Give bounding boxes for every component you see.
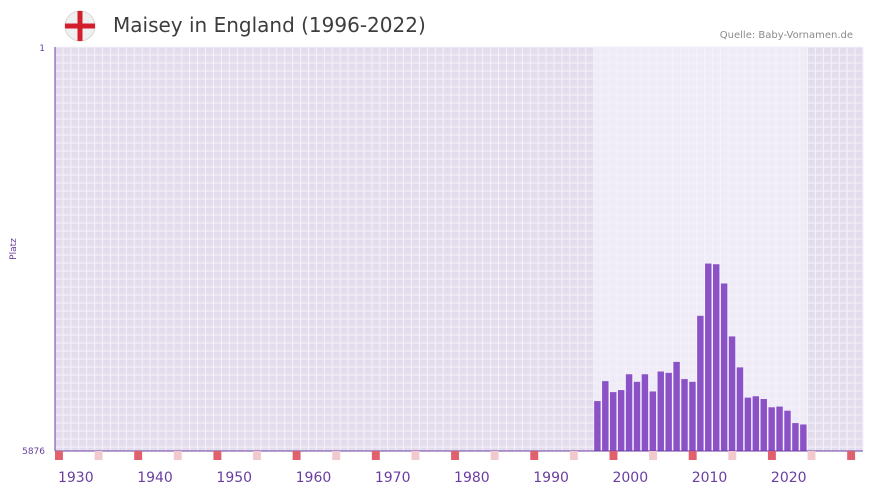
bar-2022 [800, 424, 807, 451]
grid-lines [54, 46, 864, 451]
x-tick-label: 1930 [58, 470, 94, 486]
bar-2009 [697, 315, 704, 451]
bar-1996 [594, 401, 601, 451]
decade-markers [55, 451, 856, 460]
chart-title: Maisey in England (1996-2022) [113, 13, 426, 37]
x-tick-label: 1990 [533, 470, 569, 486]
x-tick-label: 2000 [612, 470, 648, 486]
marker-1963 [332, 451, 341, 460]
source-credit: Quelle: Baby-Vornamen.de [719, 30, 853, 41]
marker-1928 [55, 451, 63, 460]
bar-2007 [681, 379, 688, 451]
x-tick-label: 1960 [296, 470, 332, 486]
bar-series [594, 263, 807, 451]
bar-2013 [728, 336, 736, 451]
marker-1953 [253, 451, 261, 460]
bar-1999 [617, 390, 625, 451]
marker-1998 [609, 451, 618, 460]
bar-2021 [792, 423, 799, 451]
bar-2005 [665, 372, 672, 451]
marker-1968 [371, 451, 380, 460]
x-tick-label: 1970 [375, 470, 411, 486]
marker-1958 [292, 451, 301, 460]
england-flag-icon [64, 10, 96, 42]
x-tick-label: 1980 [454, 470, 490, 486]
bar-2001 [633, 381, 641, 451]
marker-1988 [530, 451, 539, 460]
y-tick-top: 1 [39, 44, 45, 54]
bar-2011 [712, 264, 720, 451]
x-tick-label: 1940 [137, 470, 173, 486]
marker-1993 [569, 451, 578, 460]
bar-2012 [720, 283, 728, 451]
bar-2006 [673, 361, 680, 451]
marker-1933 [94, 451, 103, 460]
bar-2018 [768, 407, 775, 451]
x-tick-label: 1950 [216, 470, 252, 486]
x-tick-label: 2020 [771, 470, 807, 486]
bar-2015 [744, 397, 752, 451]
bar-2019 [776, 406, 783, 451]
bar-2014 [736, 367, 744, 451]
bar-1998 [610, 392, 617, 451]
marker-2028 [847, 451, 856, 460]
x-tick-label: 2010 [692, 470, 728, 486]
bar-2016 [752, 396, 760, 451]
bar-2002 [641, 374, 649, 451]
y-axis-label: Platz [9, 238, 19, 260]
bar-2008 [689, 381, 696, 451]
bar-1997 [602, 381, 609, 451]
bar-2000 [625, 374, 633, 451]
marker-1938 [134, 451, 143, 460]
bar-2003 [649, 391, 657, 451]
marker-2013 [728, 451, 737, 460]
marker-2008 [688, 451, 697, 460]
marker-1948 [213, 451, 222, 460]
bar-2017 [760, 399, 767, 451]
bar-2010 [705, 263, 712, 451]
marker-1943 [173, 451, 182, 460]
marker-2018 [767, 451, 776, 460]
marker-1973 [411, 451, 420, 460]
marker-2023 [807, 451, 816, 460]
marker-1983 [490, 451, 499, 460]
x-tick-labels: 1930 1940 1950 1960 1970 1980 1990 2000 2010 2020 [58, 470, 807, 486]
marker-2003 [649, 451, 658, 460]
y-tick-bottom: 5876 [22, 447, 45, 457]
bar-2020 [784, 410, 791, 451]
marker-1978 [451, 451, 459, 460]
bar-2004 [657, 371, 664, 451]
